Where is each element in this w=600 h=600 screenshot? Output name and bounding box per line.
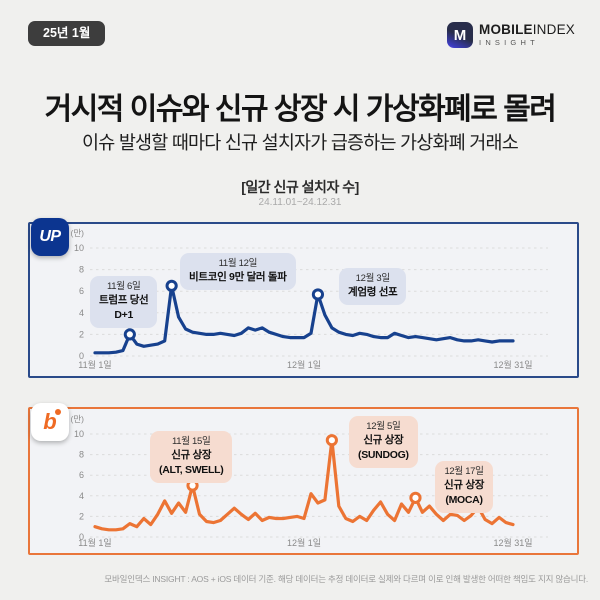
annotation-date: 11월 6일 (106, 281, 141, 292)
data-line (93, 438, 515, 532)
chart-caption: [일간 신규 설치자 수] (241, 179, 359, 195)
period-badge: 25년 1월 (28, 21, 106, 46)
event-marker-point (311, 288, 325, 301)
annotation-date: 12월 3일 (355, 273, 390, 284)
annotation-text: (SUNDOG) (358, 448, 409, 461)
annotation-date: 11월 15일 (172, 436, 211, 447)
event-marker-point (165, 279, 178, 292)
y-tick-label: 4 (79, 308, 84, 318)
data-line (93, 284, 515, 355)
line-chart: 0 2 4 6 8 10 (만) 11월 1일 12월 1일 12월 31일 (71, 228, 548, 370)
annotation-text: 비트코인 9만 달러 돌파 (189, 271, 287, 284)
annotation-text: 신규 상장 (363, 434, 404, 447)
line-chart: 0 2 4 6 8 10 (만) 11월 1일 12월 1일 12월 31일 (71, 414, 548, 548)
brand-tagline: INSIGHT (479, 38, 539, 47)
annotation-text: 신규 상장 (444, 479, 485, 492)
brand-name-mobile: MOBILE (479, 22, 533, 37)
brand-text: MOBILEINDEX INSIGHT (479, 23, 575, 48)
annotation-date: 11월 12일 (218, 258, 258, 269)
x-tick-label: 12월 31일 (493, 359, 532, 370)
bithumb-logo-dot (55, 409, 61, 415)
brand-name: MOBILEINDEX (479, 23, 575, 37)
annotation-text: 신규 상장 (171, 449, 212, 462)
annotation-text: 트럼프 당선 (99, 294, 149, 307)
y-axis-unit-label: (만) (71, 228, 85, 238)
annotation-date: 12월 5일 (366, 421, 401, 432)
chart-period: 24.11.01~24.12.31 (258, 197, 342, 208)
bithumb-chart-panel: b 0 2 4 6 8 10 (만) 11월 1일 12월 1일 12월 31일 11월 15일 신규… (28, 403, 579, 555)
y-tick-label: 10 (74, 429, 84, 439)
annotation-text: (MOCA) (445, 493, 483, 506)
y-tick-label: 10 (74, 243, 84, 253)
x-tick-label: 11월 1일 (78, 537, 111, 548)
annotation-text: D+1 (114, 308, 134, 321)
x-tick-label: 12월 31일 (493, 537, 532, 548)
y-tick-label: 2 (79, 511, 84, 521)
y-tick-label: 0 (79, 351, 84, 361)
y-tick-label: 8 (79, 265, 84, 275)
bithumb-b-letter: b (43, 409, 57, 434)
y-axis-unit-label: (만) (71, 414, 85, 424)
x-tick-label: 12월 1일 (287, 537, 321, 548)
y-tick-label: 6 (79, 470, 84, 480)
event-marker-point (123, 328, 136, 341)
annotation-text: (ALT, SWELL) (159, 463, 224, 476)
y-tick-label: 0 (79, 532, 84, 542)
page-subtitle: 이슈 발생할 때마다 신규 설치자가 급증하는 가상화폐 거래소 (82, 132, 519, 153)
y-tick-label: 8 (79, 450, 84, 460)
y-tick-label: 4 (79, 491, 84, 501)
event-marker-point (325, 434, 338, 447)
y-tick-label: 6 (79, 286, 84, 296)
footer-disclaimer: 모바일인덱스 INSIGHT : AOS + iOS 데이터 기준. 해당 데이… (104, 574, 588, 584)
mobileindex-logo: M MOBILEINDEX INSIGHT (447, 22, 575, 48)
page-title: 거시적 이슈와 신규 상장 시 가상화폐로 몰려 (44, 93, 557, 126)
x-tick-label: 11월 1일 (78, 359, 111, 370)
mobileindex-m-icon: M (447, 22, 474, 48)
x-tick-label: 12월 1일 (287, 359, 321, 370)
brand-name-index: INDEX (532, 22, 575, 37)
annotation-text: 계엄령 선포 (348, 286, 398, 299)
event-marker-point (409, 491, 422, 504)
bithumb-logo-icon: b (31, 403, 69, 441)
upbit-logo-icon: UP (31, 218, 69, 256)
y-tick-label: 2 (79, 329, 84, 339)
annotation-date: 12월 17일 (444, 466, 484, 477)
